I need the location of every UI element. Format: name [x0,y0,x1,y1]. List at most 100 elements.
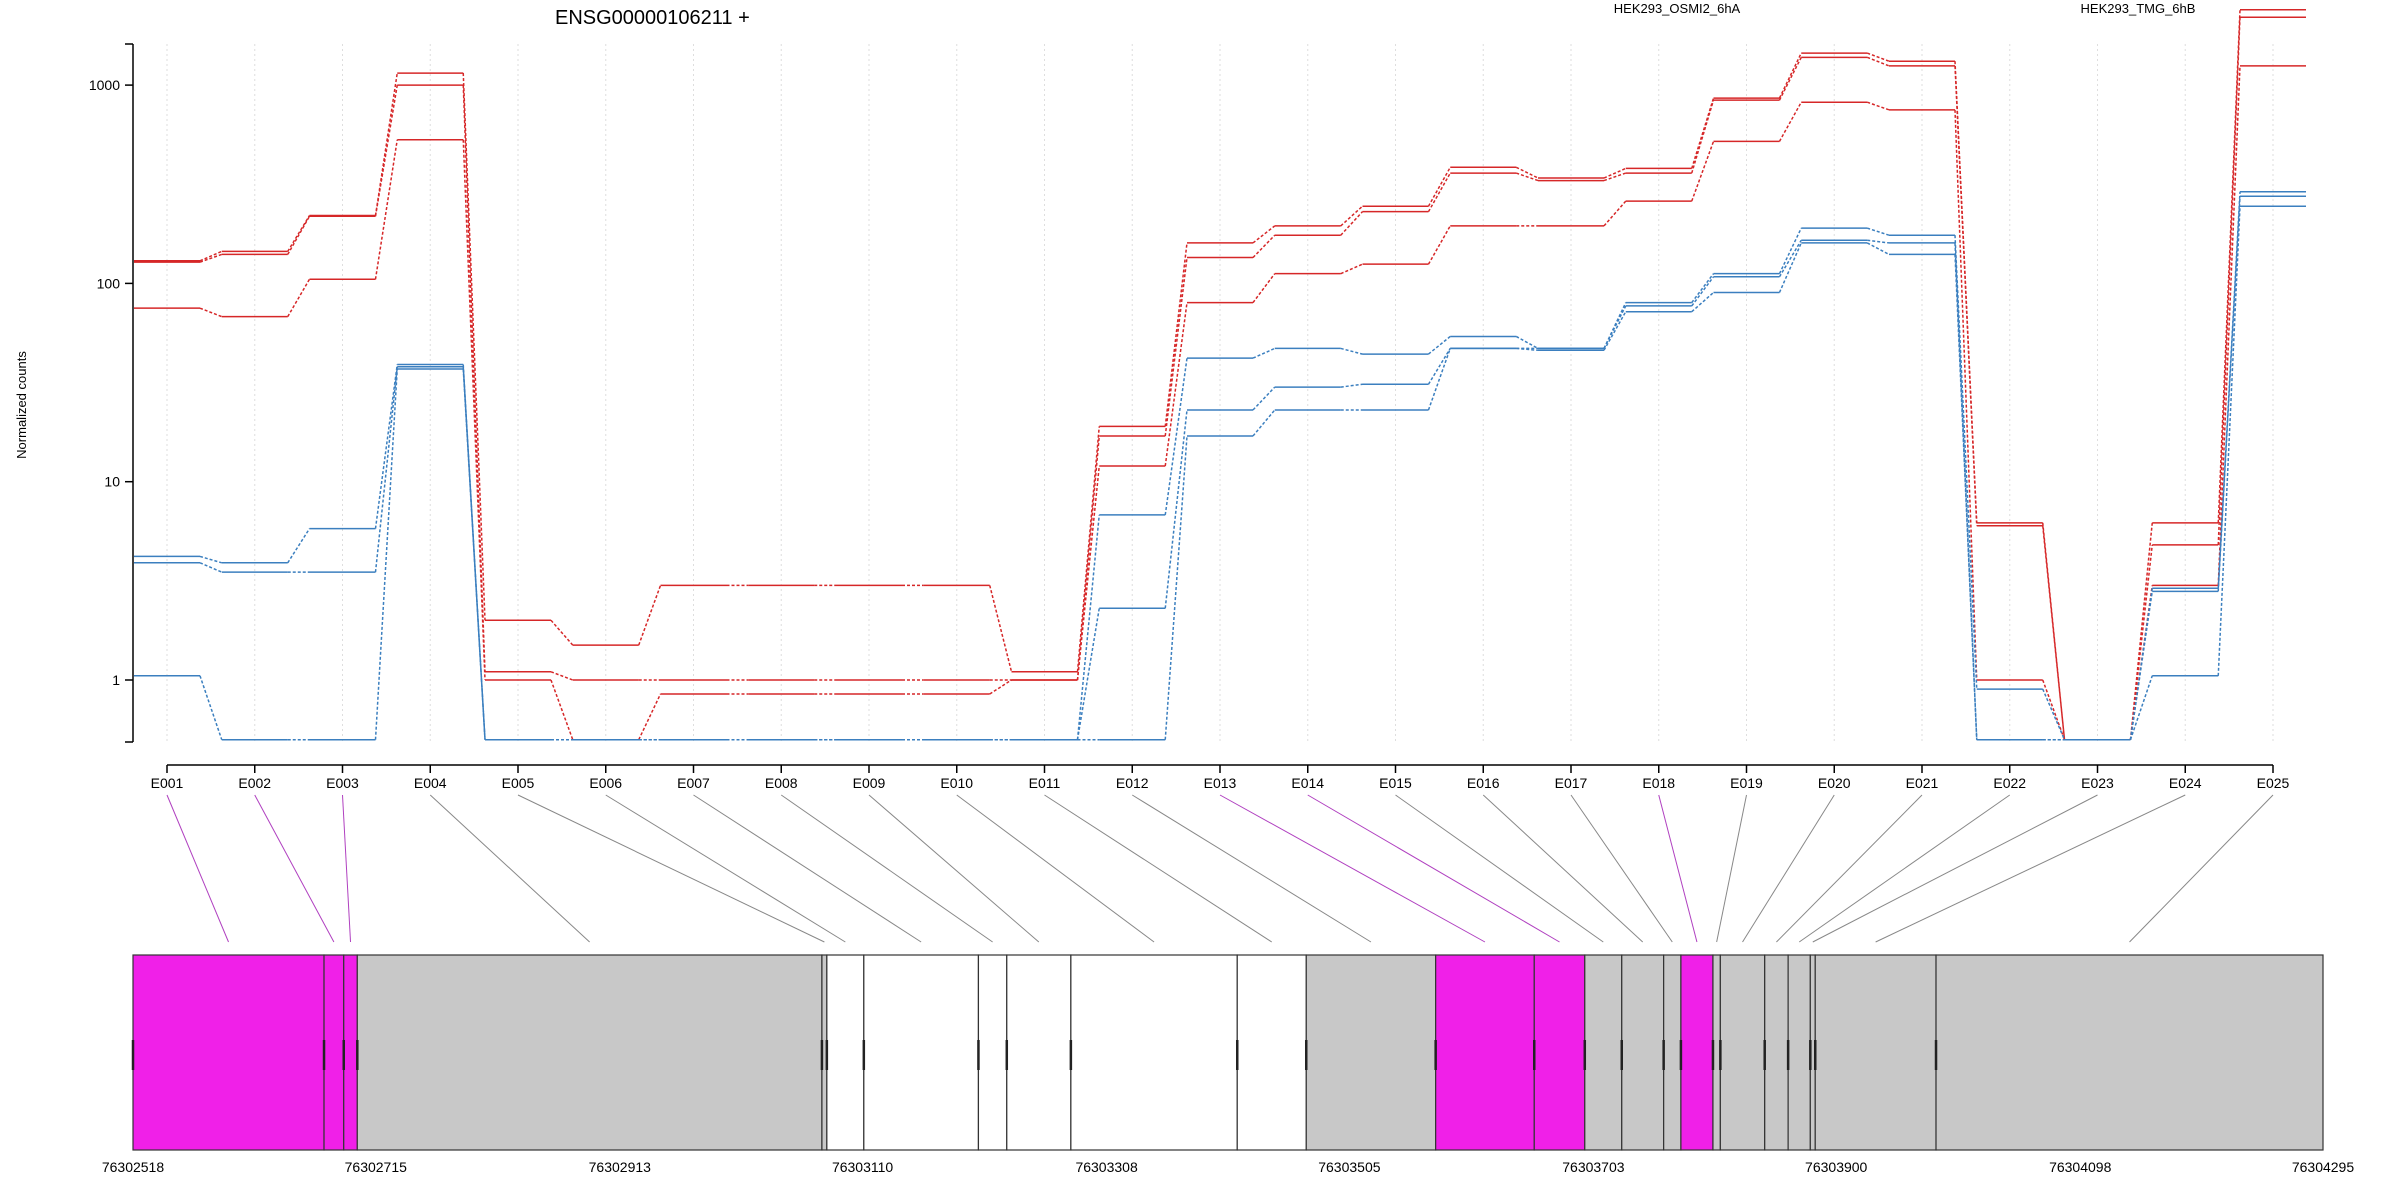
series-transition [1691,273,1715,304]
series-transition [1164,242,1188,427]
series-transition [1340,383,1363,388]
series-transition [1516,172,1539,182]
y-tick-label: 1000 [89,77,120,93]
series-transition [1076,465,1100,681]
exon-block-E003 [343,954,358,1151]
x-tick-label: E006 [589,775,622,791]
x-tick-label: E003 [326,775,359,791]
x-tick-label: E021 [1906,775,1939,791]
series-transition [550,671,574,681]
x-tick-label: E007 [677,775,710,791]
series-transition [374,366,398,573]
x-tick-label: E022 [1993,775,2026,791]
genomic-coordinate-label: 76302518 [102,1159,165,1175]
connector-E001 [166,794,229,943]
series-transition [1778,52,1802,99]
series-transition [1164,302,1188,467]
x-tick-label: E016 [1467,775,1500,791]
x-tick-label: E001 [151,775,184,791]
series-transition [1164,257,1188,437]
series-transition [1252,409,1276,437]
series-transition [2217,196,2241,592]
connector-E016 [1482,794,1644,943]
series-transition [1691,141,1715,202]
series-transition [2129,675,2153,740]
connector-E015 [1395,794,1604,943]
exon-block-E006 [826,954,865,1151]
gene-model: 76302518 76302715 76302913 76303110 76303308… [102,954,2354,1175]
series-transition [989,679,1012,695]
x-tick-label: E011 [1029,775,1061,791]
series-transition [1778,242,1802,293]
series-transition [1691,99,1715,174]
series-transition [1428,335,1451,355]
exon-block-E013 [1435,954,1535,1151]
series-transition [374,72,398,216]
exon-block-E010 [1070,954,1238,1151]
series-transition [550,679,574,740]
series-transition [374,139,398,280]
series-transition [2217,17,2241,545]
x-tick-label: E017 [1555,775,1588,791]
series-transition [1603,172,1626,182]
series-transition [1515,166,1539,179]
genomic-coordinate-label: 76303505 [1318,1159,1381,1175]
series-transition [1427,348,1451,385]
series-transition [1340,211,1364,236]
series-transition [2129,544,2153,740]
connector-E007 [693,794,922,943]
x-tick-label: E020 [1818,775,1851,791]
exon-block-E022 [1787,954,1811,1151]
series-transition [1603,305,1627,349]
exon-block-E015 [1584,954,1623,1151]
series-transition [1603,167,1627,179]
series-transition [2042,525,2066,740]
exon-block-E012 [1305,954,1437,1151]
series-transition [287,528,311,564]
series-transition [462,85,486,672]
connector-E014 [1307,794,1560,943]
legend-entry-tmg: HEK293_TMG_6hB [2081,1,2196,16]
genomic-coordinate-label: 76304098 [2049,1159,2112,1175]
series-transition [1076,514,1100,740]
series-transition [1954,109,1978,681]
x-tick-label: E025 [2257,775,2290,791]
x-tick-label: E008 [765,775,798,791]
connector-E002 [254,794,335,943]
y-tick-label: 1 [112,672,120,688]
genomic-coordinate-label: 76302913 [589,1159,652,1175]
series-transition [1866,242,1890,256]
x-tick-label: E013 [1204,775,1237,791]
series-transition [199,675,223,740]
exon-block-E017 [1663,954,1682,1151]
series-transition [1340,263,1363,275]
series-transition [2217,9,2241,523]
series-transition [638,693,662,741]
chart-title: ENSG00000106211 + [555,7,750,29]
exon-block-E008 [977,954,1008,1151]
x-tick-label: E023 [2081,775,2114,791]
connector-E021 [1776,794,1923,943]
connector-E023 [1812,794,2098,943]
connector-E017 [1570,794,1673,943]
connector-E024 [1875,794,2186,943]
exon-block-E018 [1680,954,1714,1151]
exon-block-E007 [863,954,980,1151]
connector-E004 [429,794,590,943]
series-layer [134,8,2306,741]
series-transition [462,73,486,621]
series-transition [1252,386,1276,411]
series-transition [2217,191,2241,589]
connector-E011 [1044,794,1273,943]
series-transition [1076,426,1100,672]
x-tick-label: E012 [1116,775,1149,791]
series-transition [1252,347,1276,359]
series-transition [462,139,486,681]
series-transition [199,307,223,318]
x-tick-label: E010 [940,775,973,791]
x-tick-label: E009 [853,775,886,791]
series-transition [2042,522,2066,740]
series-transition [2217,206,2241,676]
series-transition [1954,65,1978,526]
